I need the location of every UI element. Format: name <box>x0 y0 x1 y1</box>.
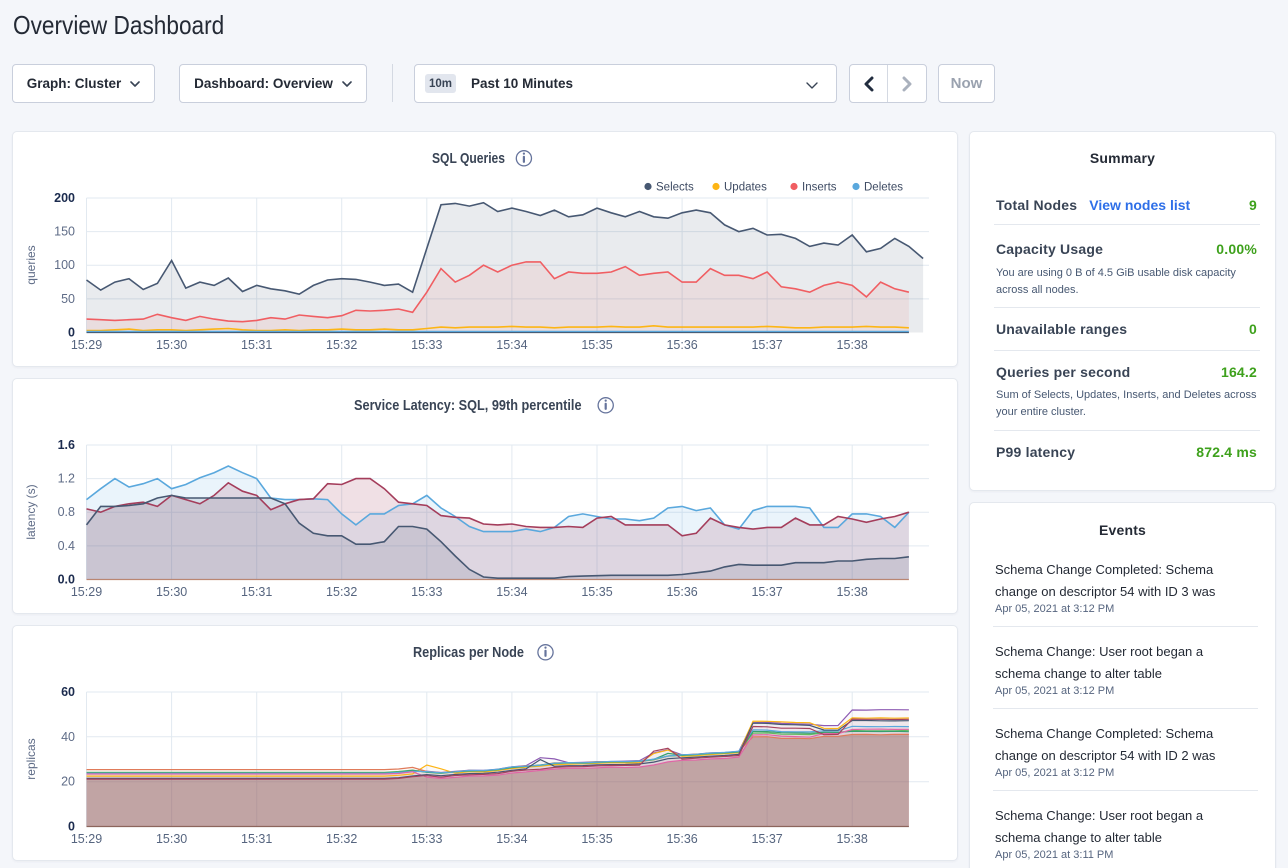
svg-text:15:34: 15:34 <box>496 585 527 599</box>
svg-text:latency (s): latency (s) <box>24 484 38 539</box>
svg-text:0.0: 0.0 <box>58 573 75 587</box>
svg-text:Service Latency: SQL, 99th per: Service Latency: SQL, 99th percentile <box>354 397 582 414</box>
svg-text:15:36: 15:36 <box>666 832 697 846</box>
svg-text:15:31: 15:31 <box>241 338 272 352</box>
svg-text:50: 50 <box>61 292 75 306</box>
svg-text:15:31: 15:31 <box>241 585 272 599</box>
svg-text:Replicas per Node: Replicas per Node <box>413 644 524 661</box>
svg-text:15:37: 15:37 <box>751 585 782 599</box>
svg-text:15:37: 15:37 <box>751 338 782 352</box>
svg-text:15:35: 15:35 <box>581 585 612 599</box>
svg-text:0: 0 <box>68 326 75 340</box>
svg-text:queries: queries <box>24 245 38 284</box>
svg-text:15:32: 15:32 <box>326 585 357 599</box>
svg-text:15:29: 15:29 <box>71 338 102 352</box>
svg-text:100: 100 <box>54 258 75 272</box>
svg-text:15:30: 15:30 <box>156 832 187 846</box>
svg-text:Updates: Updates <box>724 182 767 194</box>
svg-text:15:38: 15:38 <box>837 585 868 599</box>
svg-text:15:30: 15:30 <box>156 585 187 599</box>
svg-text:15:29: 15:29 <box>71 585 102 599</box>
svg-text:Inserts: Inserts <box>802 182 837 194</box>
svg-text:15:37: 15:37 <box>751 832 782 846</box>
svg-text:15:30: 15:30 <box>156 338 187 352</box>
svg-text:15:33: 15:33 <box>411 585 442 599</box>
svg-text:0.8: 0.8 <box>58 505 75 519</box>
svg-text:15:33: 15:33 <box>411 832 442 846</box>
svg-text:15:36: 15:36 <box>666 585 697 599</box>
svg-text:150: 150 <box>54 225 75 239</box>
svg-text:15:38: 15:38 <box>837 338 868 352</box>
svg-text:15:38: 15:38 <box>837 832 868 846</box>
svg-text:15:34: 15:34 <box>496 338 527 352</box>
svg-text:15:32: 15:32 <box>326 338 357 352</box>
svg-text:15:34: 15:34 <box>496 832 527 846</box>
svg-text:40: 40 <box>61 730 75 744</box>
svg-text:15:35: 15:35 <box>581 338 612 352</box>
svg-text:15:32: 15:32 <box>326 832 357 846</box>
svg-text:60: 60 <box>61 685 75 699</box>
svg-text:replicas: replicas <box>24 738 38 779</box>
svg-text:15:36: 15:36 <box>666 338 697 352</box>
svg-text:0: 0 <box>68 820 75 834</box>
svg-text:200: 200 <box>54 191 75 205</box>
svg-text:Selects: Selects <box>656 182 694 194</box>
svg-text:1.6: 1.6 <box>58 438 75 452</box>
svg-text:20: 20 <box>61 775 75 789</box>
svg-text:15:35: 15:35 <box>581 832 612 846</box>
svg-text:15:29: 15:29 <box>71 832 102 846</box>
svg-text:0.4: 0.4 <box>58 539 75 553</box>
svg-text:Deletes: Deletes <box>864 182 903 194</box>
svg-text:1.2: 1.2 <box>58 472 75 486</box>
svg-text:15:33: 15:33 <box>411 338 442 352</box>
svg-text:SQL Queries: SQL Queries <box>432 150 505 167</box>
svg-text:15:31: 15:31 <box>241 832 272 846</box>
